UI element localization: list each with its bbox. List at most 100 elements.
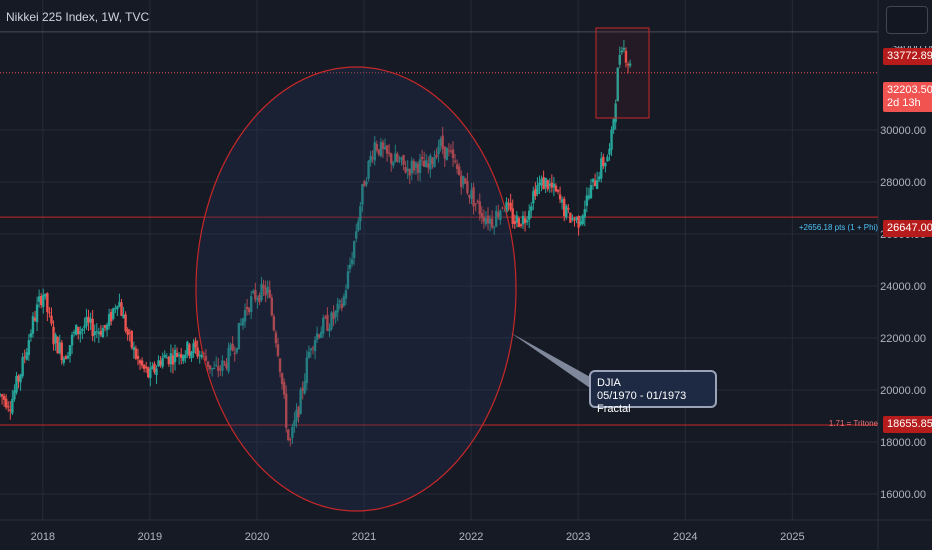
candle-body (266, 286, 269, 294)
candle-body (581, 215, 584, 225)
candle-body (573, 219, 576, 221)
candle-body (567, 208, 570, 210)
candle-body (188, 344, 191, 356)
candle-body (274, 332, 278, 344)
candle-body (27, 340, 31, 356)
candle-body (449, 151, 453, 153)
candle-body (247, 308, 251, 313)
y-tick-label: 16000.00 (880, 489, 926, 501)
candle-body (114, 308, 117, 310)
candle-body (81, 328, 84, 331)
candle-body (165, 357, 168, 359)
candle-body (48, 312, 51, 314)
candle-body (196, 347, 199, 357)
candle-body (37, 296, 41, 302)
candle-body (336, 303, 339, 313)
candle-body (262, 284, 265, 289)
candle-body (486, 215, 490, 224)
candle-body (153, 363, 156, 373)
candle-body (124, 314, 127, 331)
candle-body (229, 344, 232, 350)
candle-body (109, 312, 113, 322)
candle-body (482, 216, 486, 222)
candle-body (618, 54, 621, 65)
x-tick-label: 2022 (459, 531, 483, 543)
candle-body (140, 360, 144, 366)
candle-body (560, 199, 564, 203)
candle-body (97, 331, 101, 335)
candle-body (602, 156, 605, 167)
candle-body (406, 168, 409, 171)
callout-pointer (511, 333, 592, 388)
candle-body (29, 333, 33, 338)
candle-body (320, 331, 323, 339)
candle-body (50, 315, 53, 324)
candle-body (163, 354, 166, 358)
fractal-callout[interactable]: DJIA 05/1970 - 01/1973 Fractal (589, 370, 717, 415)
fractal-ellipse (195, 66, 517, 512)
y-tick-label: 18000.00 (880, 437, 926, 449)
candle-body (628, 63, 632, 66)
candle-body (404, 167, 407, 173)
candle-body (103, 325, 107, 328)
candle-body (305, 357, 309, 384)
candle-body (169, 353, 173, 365)
candle-body (177, 354, 181, 357)
candle-body (112, 308, 115, 319)
candle-body (219, 368, 222, 370)
candle-body (538, 182, 541, 186)
candle-body (367, 160, 370, 179)
candle-body (334, 310, 337, 318)
candle-body (390, 153, 393, 164)
top-right-button[interactable] (886, 6, 928, 34)
candle-body (608, 148, 611, 155)
candle-body (254, 290, 257, 300)
candle-body (392, 162, 395, 166)
candle-body (513, 221, 516, 224)
candle-body (577, 215, 580, 228)
candle-body (182, 355, 185, 362)
candle-body (241, 318, 245, 326)
candle-body (371, 157, 374, 159)
high-price-tag: 33772.89 (883, 48, 932, 65)
candle-body (293, 420, 296, 427)
candle-body (433, 156, 436, 168)
candle-body (151, 366, 154, 369)
candle-body (256, 298, 259, 301)
candle-body (402, 154, 405, 165)
candle-body (396, 153, 399, 162)
highlight-box (595, 27, 650, 119)
candle-body (66, 355, 70, 359)
candle-body (451, 149, 455, 159)
candle-body (74, 324, 78, 335)
candle-body (291, 426, 294, 438)
candle-body (210, 367, 214, 370)
candle-body (264, 288, 267, 296)
candle-body (301, 387, 304, 391)
candle-body (17, 375, 20, 382)
level2-note: 1.71 = Tritone (828, 419, 878, 428)
candle-body (624, 50, 628, 63)
candle-body (9, 409, 12, 411)
candle-body (180, 354, 183, 358)
candle-body (208, 365, 212, 370)
candle-body (72, 332, 76, 334)
candle-body (375, 143, 379, 151)
candle-body (7, 406, 10, 408)
candle-body (171, 355, 175, 365)
candle-body (600, 158, 603, 179)
candle-body (186, 341, 189, 355)
candle-body (221, 360, 224, 372)
candle-body (470, 190, 473, 200)
candle-body (332, 312, 335, 319)
candle-body (62, 358, 66, 363)
candle-body (544, 177, 547, 188)
x-tick-label: 2019 (138, 531, 162, 543)
candle-body (435, 154, 438, 158)
candle-body (128, 332, 131, 334)
candle-body (270, 297, 274, 316)
candle-body (554, 185, 558, 192)
